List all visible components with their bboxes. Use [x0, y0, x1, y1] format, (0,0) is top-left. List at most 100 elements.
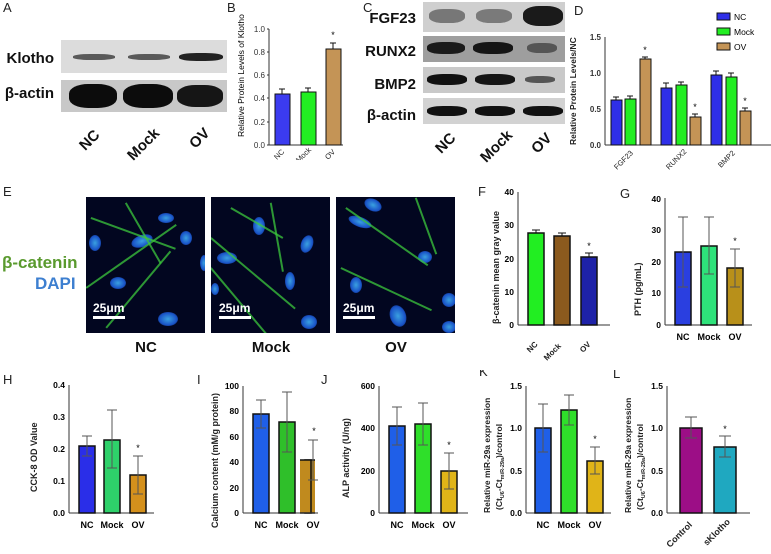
svg-text:Mock: Mock: [294, 145, 313, 160]
blot-strip-fgf23: [423, 2, 565, 32]
scale-bar: 25μm: [219, 301, 251, 319]
svg-text:1.5: 1.5: [590, 33, 602, 42]
lane-label-nc: NC: [432, 129, 460, 158]
svg-text:NC: NC: [525, 340, 540, 355]
svg-text:sKlotho: sKlotho: [701, 516, 732, 547]
svg-text:*: *: [312, 426, 316, 436]
svg-text:0: 0: [656, 320, 661, 330]
svg-text:0.6: 0.6: [254, 71, 266, 80]
band: [429, 9, 465, 23]
svg-text:0.3: 0.3: [53, 412, 65, 422]
band: [523, 6, 563, 26]
scale-bar: 25μm: [93, 301, 125, 319]
svg-text:20: 20: [230, 483, 240, 493]
svg-text:0.5: 0.5: [590, 105, 602, 114]
y-axis-label: Relative miR-29a expression: [623, 398, 633, 513]
band: [475, 74, 515, 85]
stain-label-dapi: DAPI: [35, 274, 76, 293]
svg-text:30: 30: [652, 225, 662, 235]
micrograph-mock: 25μm: [211, 197, 330, 333]
svg-text:0.0: 0.0: [651, 508, 663, 518]
band: [476, 9, 512, 23]
panel-label-d: D: [574, 3, 584, 18]
svg-text:OV: OV: [442, 520, 455, 530]
svg-text:0.0: 0.0: [510, 508, 522, 518]
svg-text:*: *: [643, 45, 647, 55]
svg-text:*: *: [743, 96, 747, 106]
panel-label-b: B: [227, 0, 236, 15]
blot-row-label-klotho: Klotho: [6, 50, 54, 67]
svg-text:40: 40: [505, 187, 515, 197]
svg-text:NC: NC: [272, 147, 286, 160]
chart-f: F β-catenin mean gray value 0 10 20 30 40 *: [478, 184, 610, 330]
legend-mock: Mock: [734, 27, 755, 37]
blot-row-label-runx2: RUNX2: [365, 43, 416, 60]
svg-text:Mock: Mock: [275, 520, 299, 530]
svg-text:200: 200: [361, 466, 375, 476]
svg-text:1.0: 1.0: [254, 25, 266, 34]
panel-label-c: C: [363, 0, 373, 15]
svg-text:0.5: 0.5: [651, 466, 663, 476]
panel-label-g: G: [620, 186, 630, 201]
svg-text:Mock: Mock: [697, 332, 721, 342]
band: [523, 106, 563, 116]
band: [525, 76, 555, 83]
chart-g: G PTH (pg/mL) 0 10 20 30 40 * NC Mock OV: [620, 186, 752, 342]
micrograph-label-mock: Mock: [251, 339, 291, 356]
svg-text:0.0: 0.0: [590, 141, 602, 150]
blot-row-label-fgf23: FGF23: [369, 10, 416, 27]
svg-text:NC: NC: [677, 332, 690, 342]
svg-text:1.5: 1.5: [651, 381, 663, 391]
svg-text:40: 40: [652, 194, 662, 204]
micrograph-label-ov: OV: [385, 339, 407, 356]
blot-row-label-bmp2: BMP2: [374, 76, 416, 93]
chart-i: I Calcium content (mM/g protein) 0 20 40 60…: [197, 372, 315, 530]
band: [527, 43, 557, 53]
svg-text:0: 0: [234, 508, 239, 518]
svg-text:0.2: 0.2: [254, 118, 266, 127]
x-tick-bmp2: BMP2: [716, 149, 737, 170]
band: [179, 53, 223, 61]
svg-text:Mock: Mock: [542, 341, 563, 362]
svg-text:OV: OV: [323, 147, 337, 160]
x-tick-runx2: RUNX2: [664, 147, 688, 171]
chart-d: Relative Protein Levels/NC 0.00.51.01.5 …: [568, 12, 771, 171]
band: [123, 84, 173, 108]
panel-label-k: K: [479, 370, 488, 379]
micrograph-nc: 25μm: [86, 197, 205, 333]
svg-text:Mock: Mock: [411, 520, 435, 530]
svg-text:*: *: [733, 236, 737, 246]
chart-b: Relative Protein Levels of Klotho 0.0 0.2…: [236, 14, 343, 160]
svg-text:1.5: 1.5: [510, 381, 522, 391]
legend-ov: OV: [734, 42, 747, 52]
lane-label-ov: OV: [186, 124, 214, 153]
svg-text:*: *: [593, 434, 597, 444]
svg-text:NC: NC: [537, 520, 550, 530]
svg-text:OV: OV: [306, 520, 319, 530]
panel-label-f: F: [478, 184, 486, 199]
svg-text:*: *: [136, 443, 140, 453]
svg-text:400: 400: [361, 423, 375, 433]
y-axis-label: CCK-8 OD Value: [29, 422, 39, 492]
svg-text:0: 0: [509, 320, 514, 330]
panel-label-l: L: [613, 370, 620, 381]
y-axis-label: Relative Protein Levels of Klotho: [236, 14, 246, 137]
svg-text:0.0: 0.0: [254, 141, 266, 150]
micrograph-label-nc: NC: [135, 339, 157, 356]
svg-text:NC: NC: [255, 520, 268, 530]
svg-text:60: 60: [230, 432, 240, 442]
svg-text:0.2: 0.2: [53, 444, 65, 454]
svg-text:NC: NC: [81, 520, 94, 530]
y-axis-label: PTH (pg/mL): [633, 263, 643, 317]
panel-label-e: E: [3, 184, 12, 199]
band: [427, 106, 467, 116]
panel-label-i: I: [197, 372, 201, 387]
blot-strip-actin: [61, 80, 227, 112]
svg-text:1.0: 1.0: [590, 69, 602, 78]
svg-text:10: 10: [505, 287, 515, 297]
legend: NC Mock OV: [716, 12, 755, 52]
blot-strip-actin-c: [423, 98, 565, 124]
blot-strip-bmp2: [423, 67, 565, 93]
stain-label-beta-catenin: β-catenin: [2, 253, 78, 272]
chart-l: L Relative miR-29a expression (CtU6-Ctmi…: [613, 370, 750, 549]
